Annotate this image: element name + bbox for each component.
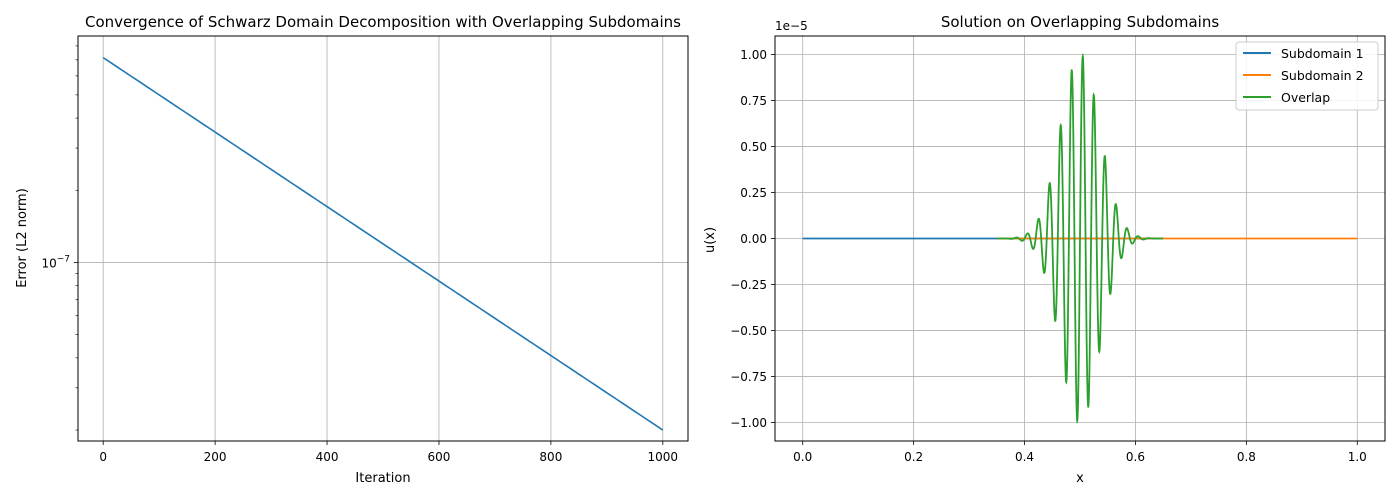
left-series-error-line [102,56,664,431]
right-y-tick-label: 0.50 [740,140,767,154]
right-series [802,52,1358,425]
solution-chart: 0.0 0.2 0.4 0.6 0.8 1.0 −1.00 −0.75 −0.50 −0.25 0.… [703,13,1386,486]
left-ticks: 0 200 400 600 800 1000 10−7 [41,45,679,464]
right-y-tick-label: −1.00 [730,416,767,430]
right-y-offset-text: 1e−5 [775,19,808,33]
right-ticks: 0.0 0.2 0.4 0.6 0.8 1.0 −1.00 −0.75 −0.50 −0.25 0.… [730,48,1367,464]
right-series-overlap-line [996,52,1164,425]
right-y-tick-label: 0.00 [740,232,767,246]
left-chart-title: Convergence of Schwarz Domain Decomposit… [85,13,681,31]
right-y-tick-label: −0.25 [730,278,767,292]
left-x-tick-label: 800 [539,450,562,464]
left-grid [78,36,688,441]
legend-label-subdomain-2: Subdomain 2 [1281,68,1364,83]
right-x-tick-label: 1.0 [1348,450,1367,464]
left-x-tick-label: 600 [428,450,451,464]
right-x-tick-label: 0.6 [1126,450,1145,464]
right-chart-title: Solution on Overlapping Subdomains [941,13,1219,31]
right-y-tick-label: 0.25 [740,186,767,200]
left-series [102,56,664,431]
left-axes-frame [77,35,689,442]
right-y-tick-label: −0.75 [730,370,767,384]
left-x-tick-label: 1000 [648,450,679,464]
right-x-tick-label: 0.2 [904,450,923,464]
right-y-axis-label: u(x) [703,227,718,253]
left-x-tick-label: 200 [204,450,227,464]
left-x-axis-label: Iteration [355,471,410,486]
left-y-axis-label: Error (L2 norm) [15,188,30,288]
right-y-tick-label: −0.50 [730,324,767,338]
legend-box [1235,41,1379,111]
left-x-tick-label: 400 [316,450,339,464]
left-plot-area [78,36,688,441]
right-y-tick-label: 1.00 [740,48,767,62]
left-y-tick-label: 10−7 [41,254,70,270]
legend-label-overlap: Overlap [1281,90,1330,105]
right-x-tick-label: 0.4 [1015,450,1034,464]
left-x-tick-label: 0 [99,450,107,464]
legend-label-subdomain-1: Subdomain 1 [1281,46,1364,61]
convergence-chart: 0 200 400 600 800 1000 10−7 Convergence of Sch… [15,13,689,486]
legend: Subdomain 1 Subdomain 2 Overlap [1235,41,1379,111]
right-x-tick-label: 0.0 [793,450,812,464]
right-y-tick-label: 0.75 [740,94,767,108]
right-x-axis-label: x [1076,471,1084,486]
right-x-tick-label: 0.8 [1237,450,1256,464]
